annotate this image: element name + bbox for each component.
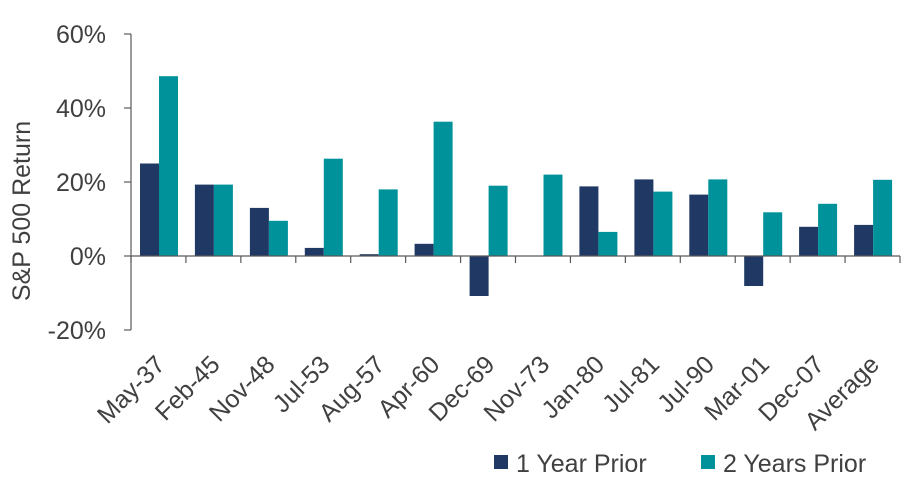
- bar-two-years-prior: [213, 184, 233, 256]
- bar-two-years-prior: [433, 121, 453, 256]
- bar-two-years-prior: [488, 185, 508, 256]
- bar-two-years-prior: [598, 231, 618, 256]
- x-tick-label: May-37: [92, 350, 171, 429]
- bar-two-years-prior: [818, 203, 838, 256]
- x-axis: May-37Feb-45Nov-48Jul-53Aug-57Apr-60Dec-…: [92, 255, 901, 436]
- y-tick-label: 40%: [56, 95, 106, 123]
- legend-swatch-one-year-prior: [494, 455, 508, 469]
- bar-two-years-prior: [378, 189, 398, 256]
- bar-two-years-prior: [763, 212, 783, 256]
- x-tick-label: Jan-80: [536, 350, 610, 424]
- bar-one-year-prior: [140, 163, 159, 256]
- bar-one-year-prior: [579, 186, 599, 256]
- legend: 1 Year Prior 2 Years Prior: [494, 450, 866, 478]
- y-tick-label: 60%: [56, 21, 106, 49]
- bar-one-year-prior: [194, 184, 214, 256]
- legend-label-two-years-prior: 2 Years Prior: [723, 450, 866, 478]
- bar-two-years-prior: [543, 174, 563, 256]
- bar-one-year-prior: [689, 194, 709, 256]
- y-tick-label: 0%: [70, 243, 106, 271]
- bars: [140, 76, 893, 296]
- y-tick-label: -20%: [48, 317, 106, 345]
- legend-swatch-two-years-prior: [701, 455, 715, 469]
- bar-two-years-prior: [873, 179, 893, 256]
- bar-two-years-prior: [268, 220, 288, 256]
- bar-two-years-prior: [323, 158, 343, 256]
- bar-one-year-prior: [359, 254, 379, 256]
- bar-one-year-prior: [414, 243, 434, 256]
- bar-one-year-prior: [304, 247, 324, 256]
- bar-two-years-prior: [708, 179, 728, 256]
- bar-one-year-prior: [744, 256, 764, 286]
- y-axis-label: S&P 500 Return: [8, 121, 36, 301]
- bar-two-years-prior: [653, 191, 673, 256]
- bar-one-year-prior: [854, 224, 874, 256]
- bar-one-year-prior: [469, 256, 489, 296]
- y-axis: -20% 0% 20% 40% 60%: [48, 21, 132, 345]
- x-tick-label: Jul-81: [597, 350, 665, 418]
- bar-one-year-prior: [634, 179, 654, 256]
- bar-two-years-prior: [159, 76, 178, 256]
- bar-one-year-prior: [799, 226, 819, 256]
- legend-label-one-year-prior: 1 Year Prior: [516, 450, 647, 478]
- bar-one-year-prior: [249, 207, 269, 256]
- y-tick-label: 20%: [56, 169, 106, 197]
